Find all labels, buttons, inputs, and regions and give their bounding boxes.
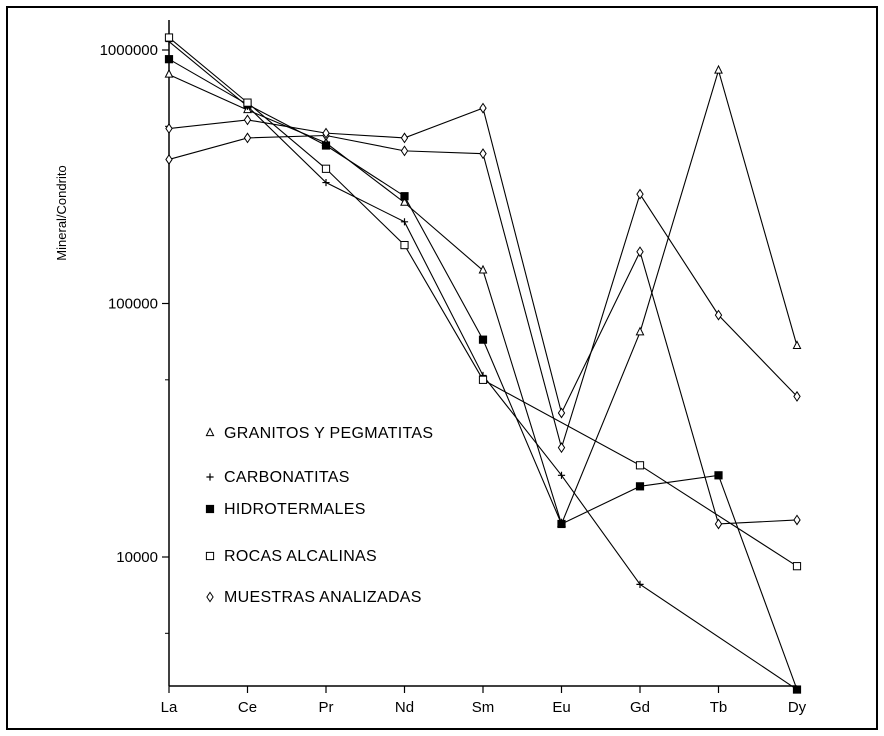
data-point <box>793 514 801 526</box>
series-lines <box>164 33 802 694</box>
series-line <box>168 41 798 691</box>
legend-label: GRANITOS Y PEGMATITAS <box>224 425 433 442</box>
data-point <box>557 471 566 479</box>
data-point <box>400 145 409 157</box>
data-point <box>321 141 331 150</box>
series-line <box>168 134 798 450</box>
x-tick-label: Eu <box>552 699 570 716</box>
x-tick-label: Nd <box>395 699 414 716</box>
y-tick-label: 1000000 <box>100 42 158 59</box>
data-point <box>636 188 644 200</box>
data-point <box>478 335 488 344</box>
data-point <box>635 326 645 336</box>
data-point <box>400 240 409 250</box>
data-point <box>165 123 173 135</box>
chart-frame: La Ce Pr Nd Sm Eu Gd Tb Dy 10000 100000 1000000 GRA… <box>6 6 878 730</box>
data-point <box>557 519 566 529</box>
data-point <box>478 264 488 274</box>
data-point <box>479 102 487 114</box>
legend-label: CARBONATITAS <box>224 469 350 486</box>
legend-label: HIDROTERMALES <box>224 501 366 518</box>
x-tick-label: Gd <box>630 699 650 716</box>
x-tick-label: Ce <box>238 699 257 716</box>
ticks: La Ce Pr Nd Sm Eu Gd Tb Dy 10000 100000 1000000 <box>100 42 807 716</box>
data-point <box>557 442 566 454</box>
data-point <box>322 127 330 139</box>
x-tick-label: Dy <box>788 699 807 716</box>
y-tick-label: 10000 <box>116 549 158 566</box>
y-axis-title: Mineral/Condrito <box>54 165 69 260</box>
data-point <box>792 340 802 350</box>
legend-marker <box>205 427 215 437</box>
series-line <box>168 107 798 525</box>
data-point <box>400 132 409 144</box>
data-point <box>635 461 645 470</box>
data-point <box>478 375 488 384</box>
data-point <box>792 685 802 694</box>
data-point <box>636 580 644 588</box>
legend-label: ROCAS ALCALINAS <box>224 548 377 565</box>
data-point <box>714 309 723 321</box>
legend-marker <box>205 551 215 561</box>
x-tick-label: Tb <box>710 699 728 716</box>
series-6 <box>165 102 801 530</box>
data-point <box>321 164 331 173</box>
data-point <box>400 218 409 226</box>
legend-marker <box>205 504 215 514</box>
data-point <box>636 246 644 258</box>
data-point <box>164 68 174 78</box>
series-5 <box>165 129 801 454</box>
data-point <box>243 114 252 126</box>
ree-chart: La Ce Pr Nd Sm Eu Gd Tb Dy 10000 100000 1000000 GRA… <box>54 20 807 716</box>
y-tick-label: 100000 <box>108 296 158 313</box>
series-4 <box>164 33 802 571</box>
legend-marker <box>206 591 214 603</box>
data-point <box>400 192 409 201</box>
data-point <box>243 132 252 144</box>
data-point <box>635 482 645 491</box>
legend-label: MUESTRAS ANALIZADAS <box>224 589 422 606</box>
x-tick-label: Sm <box>472 699 495 716</box>
x-tick-label: La <box>161 699 178 716</box>
data-point <box>164 33 174 42</box>
data-point <box>714 518 723 530</box>
x-tick-label: Pr <box>319 699 334 716</box>
legend-marker <box>206 473 214 481</box>
data-point <box>243 98 252 107</box>
data-point <box>792 562 802 571</box>
data-point <box>164 55 174 64</box>
series-line <box>168 68 798 526</box>
data-point <box>322 178 330 187</box>
legend: GRANITOS Y PEGMATITAS CARBONATITAS HIDROTE… <box>205 425 433 606</box>
axes <box>168 20 797 687</box>
data-point <box>165 153 173 165</box>
data-point <box>557 407 566 419</box>
data-point <box>714 64 723 74</box>
data-point <box>793 390 801 402</box>
data-point <box>479 148 487 160</box>
data-point <box>400 196 409 206</box>
data-point <box>714 471 723 480</box>
series-1 <box>164 64 802 528</box>
